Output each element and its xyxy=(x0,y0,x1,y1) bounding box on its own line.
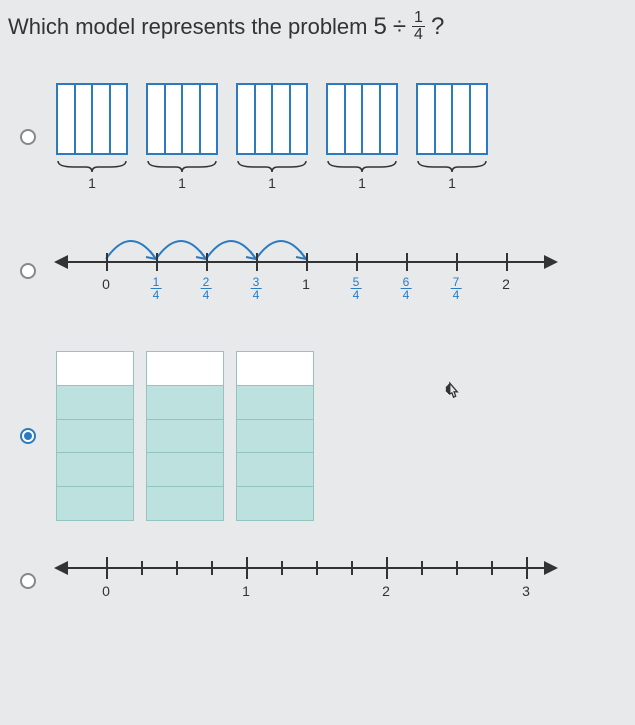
minor-tick xyxy=(421,561,423,575)
minor-tick xyxy=(141,561,143,575)
tick-mark xyxy=(306,253,308,271)
brace-label: 1 xyxy=(448,175,456,191)
question-suffix: ? xyxy=(431,13,444,41)
question-whole: 5 xyxy=(374,13,387,41)
tick-mark xyxy=(246,557,248,579)
brace-icon xyxy=(416,159,488,173)
tick-label: 34 xyxy=(251,276,262,301)
minor-tick xyxy=(176,561,178,575)
tick-label: 3 xyxy=(522,583,530,599)
brace-icon xyxy=(326,159,398,173)
model-option-b: 0 14 24 34 1 54 64 74 2 xyxy=(56,221,556,321)
tick-mark xyxy=(456,253,458,271)
arrow-right-icon xyxy=(544,255,558,269)
minor-tick xyxy=(351,561,353,575)
tick-mark xyxy=(106,557,108,579)
tick-mark xyxy=(386,557,388,579)
minor-tick xyxy=(211,561,213,575)
whole-box: 1 xyxy=(56,83,128,191)
brace-icon xyxy=(56,159,128,173)
radio-option-b[interactable] xyxy=(20,263,36,279)
minor-tick xyxy=(491,561,493,575)
minor-tick xyxy=(281,561,283,575)
question-text: Which model represents the problem 5 ÷ 1… xyxy=(0,0,635,53)
tick-mark xyxy=(406,253,408,271)
tick-mark xyxy=(106,253,108,271)
brace-label: 1 xyxy=(178,175,186,191)
brace-label: 1 xyxy=(358,175,366,191)
tick-mark xyxy=(526,557,528,579)
minor-tick xyxy=(316,561,318,575)
tick-label: 2 xyxy=(382,583,390,599)
whole-box: 1 xyxy=(416,83,488,191)
tick-label: 54 xyxy=(351,276,362,301)
tick-label: 1 xyxy=(242,583,250,599)
model-option-d: 0 1 2 3 xyxy=(56,551,556,611)
tick-label: 74 xyxy=(451,276,462,301)
question-operator: ÷ xyxy=(393,13,406,41)
arrow-left-icon xyxy=(54,561,68,575)
brace-label: 1 xyxy=(88,175,96,191)
tick-mark xyxy=(356,253,358,271)
tick-mark xyxy=(156,253,158,271)
tick-label: 0 xyxy=(102,276,110,292)
tick-label: 2 xyxy=(502,276,510,292)
radio-option-c[interactable] xyxy=(20,428,36,444)
model-option-a: 1 1 1 1 1 xyxy=(56,83,488,191)
tick-mark xyxy=(256,253,258,271)
number-line xyxy=(56,567,556,569)
tick-mark xyxy=(506,253,508,271)
whole-box: 1 xyxy=(236,83,308,191)
question-fraction: 1 4 xyxy=(412,10,425,43)
tick-label: 24 xyxy=(201,276,212,301)
brace-icon xyxy=(236,159,308,173)
tick-label: 1 xyxy=(302,276,310,292)
tick-label: 0 xyxy=(102,583,110,599)
arrow-right-icon xyxy=(544,561,558,575)
question-prefix: Which model represents the problem xyxy=(8,14,368,40)
brace-label: 1 xyxy=(268,175,276,191)
radio-option-d[interactable] xyxy=(20,573,36,589)
arrow-left-icon xyxy=(54,255,68,269)
pointer-icon xyxy=(440,381,466,407)
whole-box: 1 xyxy=(326,83,398,191)
whole-box: 1 xyxy=(146,83,218,191)
model-option-c xyxy=(56,351,314,521)
tick-label: 64 xyxy=(401,276,412,301)
minor-tick xyxy=(456,561,458,575)
tick-label: 14 xyxy=(151,276,162,301)
bar-box xyxy=(236,351,314,521)
radio-option-a[interactable] xyxy=(20,129,36,145)
bar-box xyxy=(146,351,224,521)
brace-icon xyxy=(146,159,218,173)
bar-box xyxy=(56,351,134,521)
tick-mark xyxy=(206,253,208,271)
